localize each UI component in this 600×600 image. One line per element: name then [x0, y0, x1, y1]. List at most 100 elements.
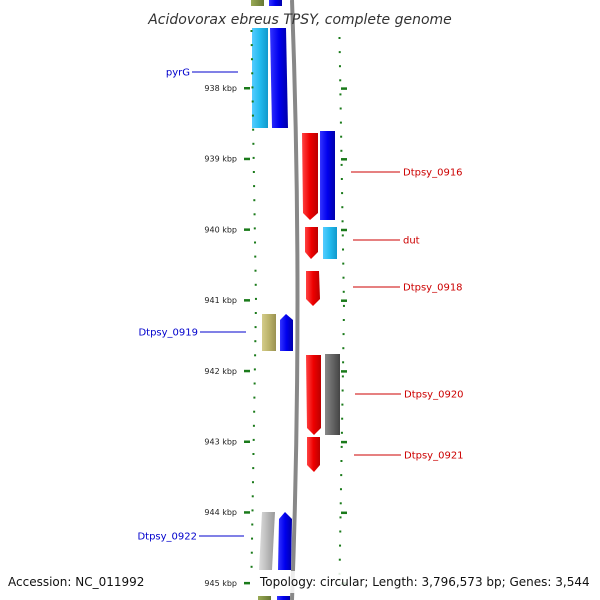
tick-dot-right [342, 347, 345, 350]
tick-dot-right [338, 51, 341, 54]
tick-dot-left [254, 241, 257, 244]
tick-dot-left [251, 86, 254, 89]
tick-mark-major [244, 511, 250, 514]
tick-dot-right [340, 460, 343, 462]
tick-dot-right [342, 248, 345, 251]
feature-stub-bottom-green [258, 596, 271, 600]
topology-text: Topology: circular; Length: 3,796,573 bp… [259, 575, 590, 589]
cds-Dtpsy_0920 [306, 355, 321, 435]
tick-mark-major [244, 440, 250, 443]
tick-dot-right [340, 149, 343, 152]
gene-label-Dtpsy_0921[interactable]: Dtpsy_0921 [404, 451, 464, 462]
tick-mark-major-right [341, 158, 347, 161]
tick-dot-left [253, 396, 256, 399]
tick-dot-left [254, 283, 257, 286]
tick-mark-major-right [341, 370, 347, 373]
tick-dot-left [253, 382, 256, 385]
tick-dot-left [254, 312, 257, 314]
tick-dot-left [254, 297, 257, 300]
tick-label: 945 kbp [204, 579, 237, 588]
tick-dot-right [339, 488, 342, 491]
tick-dot-left [252, 156, 255, 159]
tick-dot-left [251, 481, 254, 484]
tick-dot-left [254, 340, 257, 343]
tick-dot-right [341, 375, 344, 378]
tick-dot-left [252, 467, 255, 470]
cog-track-Dtpsy_0920 [325, 354, 340, 435]
cds-Dtpsy_0919 [280, 314, 293, 351]
tick-dot-right [341, 389, 344, 392]
gene-label-Dtpsy_0918[interactable]: Dtpsy_0918 [403, 283, 463, 294]
tick-mark-major-right [341, 511, 347, 515]
tick-dot-right [339, 121, 342, 124]
gene-label-Dtpsy_0922[interactable]: Dtpsy_0922 [137, 532, 197, 543]
tick-dot-right [339, 544, 342, 547]
genome-backbone [290, 0, 300, 600]
tick-dot-right [342, 276, 345, 279]
tick-dot-right [341, 206, 344, 209]
tick-dot-left [252, 424, 255, 427]
tick-dot-left [251, 100, 254, 103]
tick-dot-right [338, 558, 341, 561]
tick-dot-right [339, 107, 342, 110]
feature-stub-bottom-blue [277, 596, 290, 600]
tick-mark-major-right [341, 87, 347, 90]
cog-track-Dtpsy_0916 [320, 131, 335, 220]
footer-bg-right [256, 571, 600, 593]
tick-label: 939 kbp [204, 155, 237, 164]
tick-dot-right [340, 178, 343, 180]
gene-label-Dtpsy_0916[interactable]: Dtpsy_0916 [403, 168, 463, 179]
tick-label: 944 kbp [204, 508, 237, 517]
gene-label-pyrG[interactable]: pyrG [166, 68, 190, 79]
tick-dot-left [251, 72, 254, 75]
tick-dot-left [250, 58, 253, 61]
tick-dot-right [341, 234, 344, 237]
tick-dot-right [341, 403, 344, 406]
cds-Dtpsy_0916 [302, 133, 318, 220]
tick-dot-left [251, 114, 254, 117]
tick-dot-right [338, 65, 341, 68]
tick-label: 941 kbp [204, 296, 237, 305]
tick-dot-right [340, 163, 343, 166]
tick-dot-right [339, 79, 342, 82]
cog-track-Dtpsy_0922 [259, 512, 275, 570]
accession-text: Accession: NC_011992 [8, 575, 144, 589]
tick-mark-major [244, 299, 250, 302]
tick-dot-left [251, 537, 254, 540]
feature-stub-top-green [251, 0, 264, 6]
tick-mark-major [244, 369, 250, 373]
tick-dot-left [252, 128, 255, 131]
tick-mark-major [244, 581, 250, 585]
tick-dot-left [251, 523, 254, 526]
tick-dot-left [252, 438, 255, 441]
tick-dot-right [339, 516, 342, 519]
tick-mark-major-right [341, 299, 347, 302]
axis-ticks: 938 kbp 939 kbp 940 kbp 941 kbp 942 kbp 943 k… [204, 30, 347, 588]
cog-track-dut [323, 227, 337, 259]
gene-label-dut[interactable]: dut [403, 236, 420, 247]
map-title: Acidovorax ebreus TPSY, complete genome [147, 12, 452, 28]
tick-dot-right [342, 333, 345, 336]
cds-Dtpsy_0921 [307, 437, 320, 472]
tick-dot-left [251, 495, 254, 498]
tick-dot-left [254, 354, 257, 357]
gene-label-Dtpsy_0919[interactable]: Dtpsy_0919 [138, 328, 198, 339]
tick-dot-left [252, 171, 255, 173]
tick-dot-right [338, 37, 341, 39]
cog-track-Dtpsy_0919 [262, 314, 276, 351]
tick-dot-right [341, 417, 344, 420]
tick-label: 943 kbp [204, 438, 237, 447]
tick-dot-left [254, 269, 257, 272]
tick-dot-right [339, 93, 342, 96]
tick-dot-right [341, 192, 344, 195]
tick-dot-right [339, 530, 342, 533]
feature-stub-top-blue [269, 0, 282, 6]
cds-pyrG [270, 28, 288, 128]
tick-dot-right [342, 290, 345, 293]
gene-label-Dtpsy_0920[interactable]: Dtpsy_0920 [404, 390, 464, 401]
tick-dot-right [339, 502, 342, 505]
cds-dut [305, 227, 318, 259]
tick-dot-left [254, 326, 257, 329]
